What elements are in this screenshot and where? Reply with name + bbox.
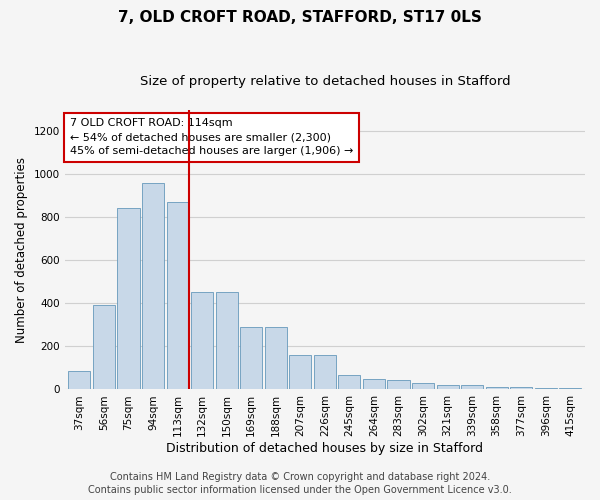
Y-axis label: Number of detached properties: Number of detached properties xyxy=(15,156,28,342)
Bar xyxy=(388,380,410,390)
Bar xyxy=(559,388,581,390)
Bar xyxy=(338,376,361,390)
Bar xyxy=(535,388,557,390)
Bar xyxy=(191,292,213,390)
Bar xyxy=(510,388,532,390)
Bar xyxy=(363,378,385,390)
Bar xyxy=(167,202,188,390)
Bar xyxy=(93,304,115,390)
Bar xyxy=(68,371,91,390)
Text: 7, OLD CROFT ROAD, STAFFORD, ST17 0LS: 7, OLD CROFT ROAD, STAFFORD, ST17 0LS xyxy=(118,10,482,25)
Bar xyxy=(437,385,458,390)
Text: Contains HM Land Registry data © Crown copyright and database right 2024.
Contai: Contains HM Land Registry data © Crown c… xyxy=(88,472,512,495)
Bar xyxy=(412,383,434,390)
Title: Size of property relative to detached houses in Stafford: Size of property relative to detached ho… xyxy=(140,75,510,88)
Bar xyxy=(289,355,311,390)
Bar xyxy=(461,385,483,390)
Bar xyxy=(314,355,336,390)
Bar xyxy=(118,208,140,390)
Bar xyxy=(142,183,164,390)
Bar xyxy=(485,388,508,390)
Bar xyxy=(265,327,287,390)
Bar xyxy=(215,292,238,390)
Text: 7 OLD CROFT ROAD: 114sqm
← 54% of detached houses are smaller (2,300)
45% of sem: 7 OLD CROFT ROAD: 114sqm ← 54% of detach… xyxy=(70,118,353,156)
X-axis label: Distribution of detached houses by size in Stafford: Distribution of detached houses by size … xyxy=(166,442,484,455)
Bar xyxy=(240,327,262,390)
